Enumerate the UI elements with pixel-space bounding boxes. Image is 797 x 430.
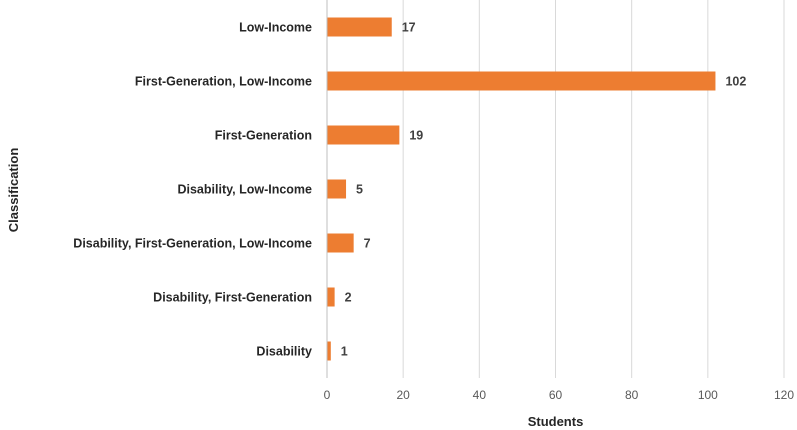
x-tick-label: 120 (774, 388, 794, 402)
data-label: 17 (402, 21, 416, 35)
bar (327, 287, 335, 307)
category-label: Disability, First-Generation (153, 291, 312, 305)
y-axis-title: Classification (6, 148, 21, 233)
bar (327, 179, 347, 199)
bar (327, 341, 331, 361)
x-tick-label: 60 (549, 388, 563, 402)
bar (327, 17, 392, 37)
x-tick-label: 100 (698, 388, 718, 402)
data-label: 1 (341, 345, 348, 359)
category-label: Low-Income (239, 21, 312, 35)
data-label: 19 (409, 129, 423, 143)
category-label: First-Generation, Low-Income (135, 75, 312, 89)
x-tick-label: 20 (396, 388, 410, 402)
category-label: Disability, Low-Income (177, 183, 312, 197)
data-label: 5 (356, 183, 363, 197)
bar (327, 71, 716, 91)
category-labels: Low-Income First-Generation, Low-Income Fi… (73, 21, 312, 359)
data-label: 2 (345, 291, 352, 305)
gridlines (402, 0, 785, 378)
x-tick-labels: 0 20 40 60 80 100 120 (324, 388, 795, 402)
data-label: 7 (364, 237, 371, 251)
data-label: 102 (725, 75, 746, 89)
category-label: Disability, First-Generation, Low-Income (73, 237, 312, 251)
category-label: Disability (256, 345, 312, 359)
bar (327, 125, 400, 145)
bar (327, 233, 354, 253)
x-tick-label: 0 (324, 388, 331, 402)
x-tick-label: 40 (473, 388, 487, 402)
x-axis-title: Students (528, 414, 584, 429)
data-labels: 17 102 19 5 7 2 1 (341, 21, 747, 359)
x-tick-label: 80 (625, 388, 639, 402)
bars (327, 17, 716, 361)
category-label: First-Generation (215, 129, 312, 143)
